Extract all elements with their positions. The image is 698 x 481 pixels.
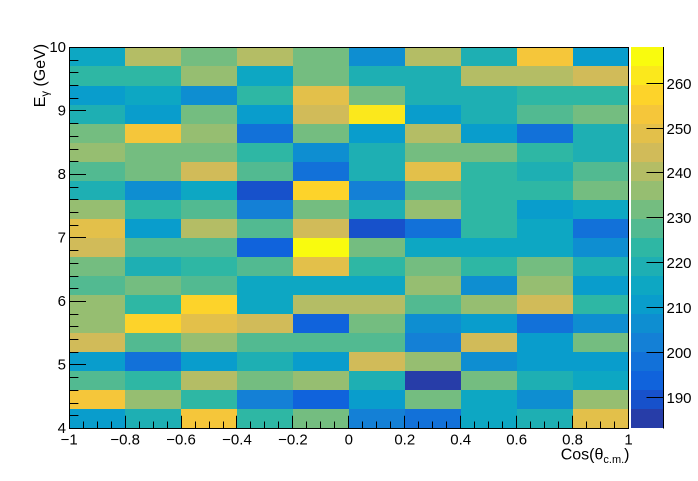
svg-text:−0.4: −0.4 (222, 431, 252, 448)
svg-text:210: 210 (667, 300, 692, 317)
svg-text:7: 7 (58, 230, 66, 247)
svg-text:200: 200 (667, 345, 692, 362)
svg-text:4: 4 (58, 420, 66, 437)
svg-text:6: 6 (58, 293, 66, 310)
svg-text:190: 190 (667, 390, 692, 407)
svg-text:−0.2: −0.2 (278, 431, 308, 448)
svg-text:8: 8 (58, 166, 66, 183)
svg-text:240: 240 (667, 165, 692, 182)
svg-text:230: 230 (667, 210, 692, 227)
svg-text:1: 1 (624, 431, 632, 448)
svg-text:0.8: 0.8 (562, 431, 583, 448)
svg-text:Eγ (GeV): Eγ (GeV) (32, 44, 52, 107)
svg-text:10: 10 (49, 39, 66, 56)
svg-text:−1: −1 (61, 431, 78, 448)
svg-text:260: 260 (667, 76, 692, 93)
svg-text:−0.6: −0.6 (166, 431, 196, 448)
svg-text:−0.8: −0.8 (110, 431, 140, 448)
svg-text:0.6: 0.6 (506, 431, 527, 448)
svg-text:220: 220 (667, 255, 692, 272)
svg-text:9: 9 (58, 103, 66, 120)
svg-text:5: 5 (58, 357, 66, 374)
svg-text:0.2: 0.2 (394, 431, 415, 448)
svg-text:250: 250 (667, 121, 692, 138)
svg-text:0: 0 (345, 431, 353, 448)
svg-text:0.4: 0.4 (450, 431, 471, 448)
